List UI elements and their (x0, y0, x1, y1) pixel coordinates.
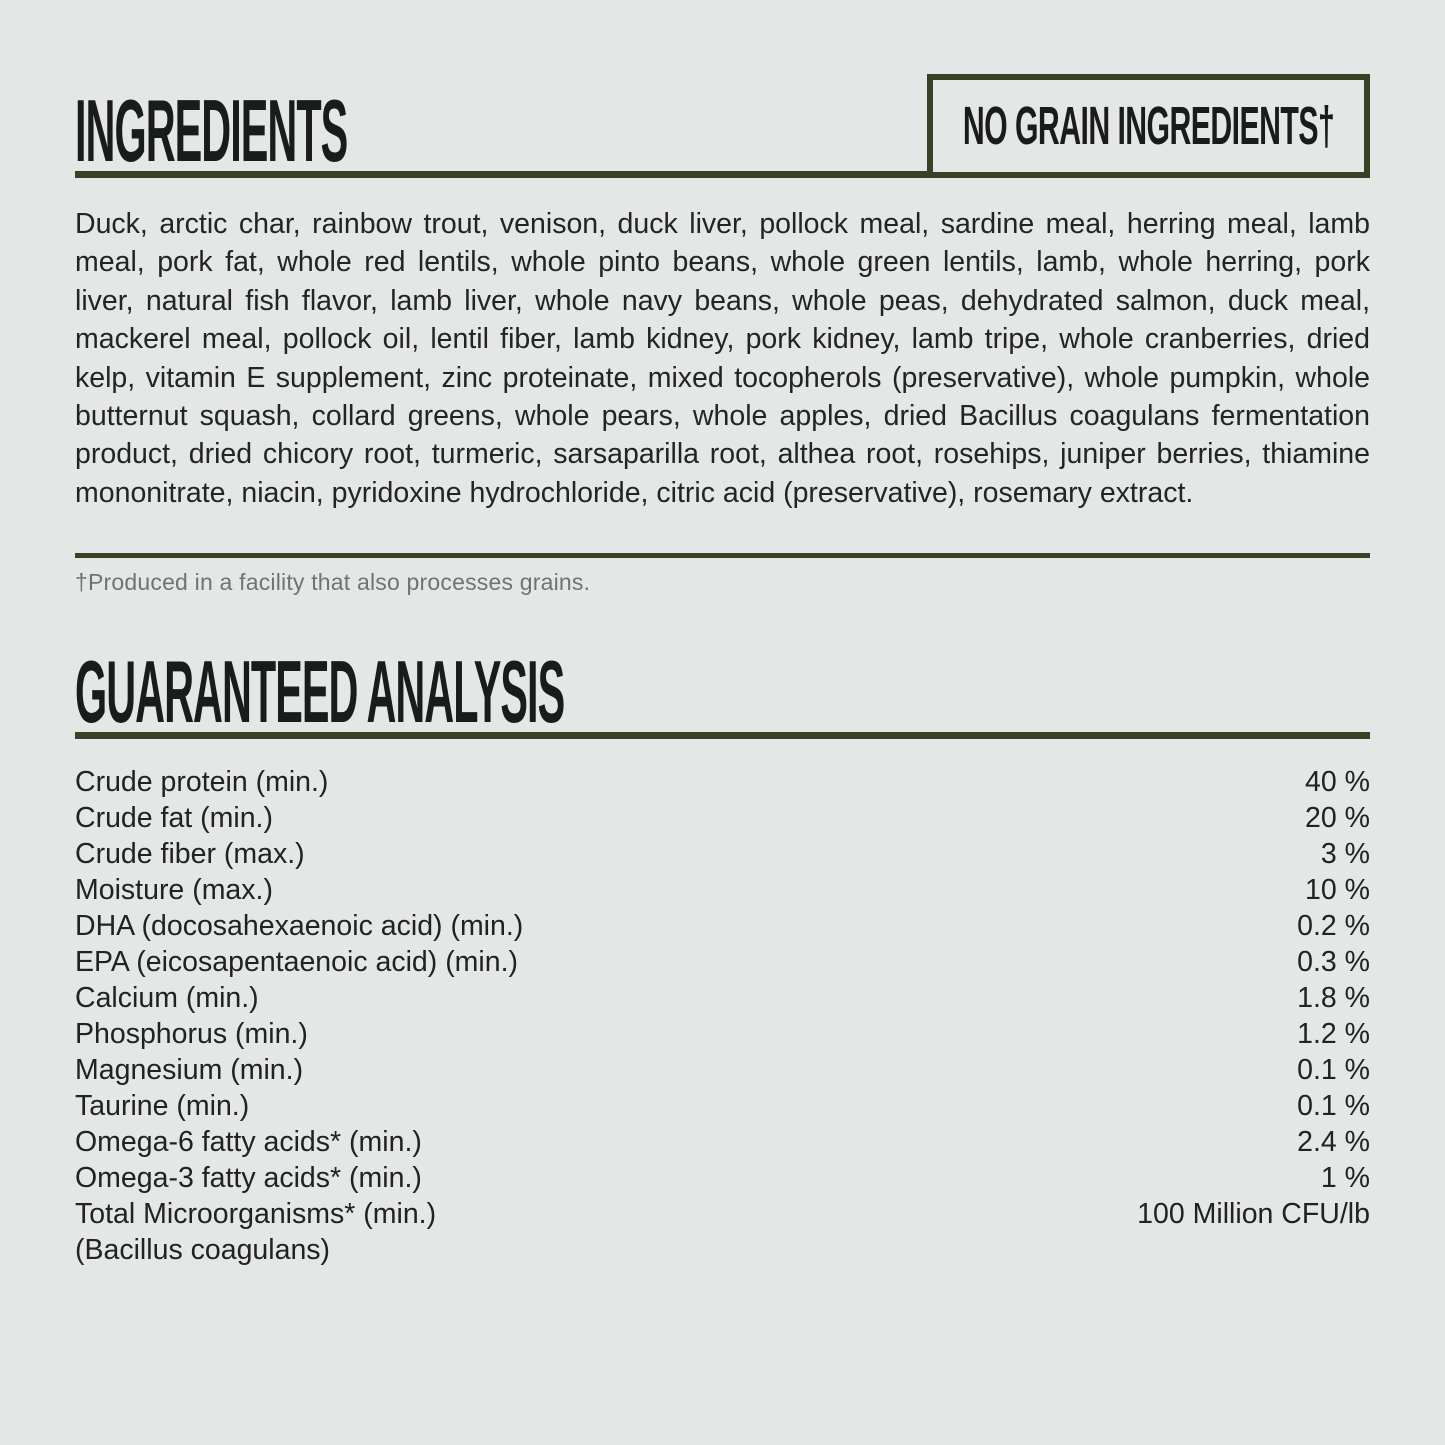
analysis-row: Total Microorganisms* (min.) 100 Million… (75, 1196, 1370, 1232)
analysis-row: Magnesium (min.) 0.1 % (75, 1052, 1370, 1088)
analysis-row: Calcium (min.) 1.8 % (75, 980, 1370, 1016)
analysis-row-value: 0.2 % (1297, 910, 1370, 943)
analysis-table: Crude protein (min.) 40 % Crude fat (min… (75, 764, 1370, 1268)
analysis-row-label: Crude fat (min.) (75, 802, 273, 835)
analysis-row-label: DHA (docosahexaenoic acid) (min.) (75, 910, 524, 943)
grain-facility-footnote: †Produced in a facility that also proces… (75, 569, 591, 596)
analysis-row-label: Phosphorus (min.) (75, 1018, 308, 1051)
analysis-row-value: 1.8 % (1297, 982, 1370, 1015)
analysis-row-label: Crude protein (min.) (75, 766, 329, 799)
ingredients-title: INGREDIENTS (75, 81, 348, 181)
no-grain-badge: NO GRAIN INGREDIENTS† (927, 74, 1370, 178)
analysis-title: GUARANTEED ANALYSIS (75, 642, 565, 742)
analysis-row-label: (Bacillus coagulans) (75, 1234, 331, 1267)
analysis-row-value: 1 % (1320, 1162, 1370, 1195)
analysis-row: Crude fat (min.) 20 % (75, 800, 1370, 836)
analysis-row-label: Moisture (max.) (75, 874, 273, 907)
analysis-row: Omega-6 fatty acids* (min.) 2.4 % (75, 1124, 1370, 1160)
analysis-rows: Crude protein (min.) 40 % Crude fat (min… (75, 764, 1370, 1268)
analysis-row: Phosphorus (min.) 1.2 % (75, 1016, 1370, 1052)
ingredients-header: INGREDIENTS NO GRAIN INGREDIENTS† (75, 74, 1370, 178)
ingredients-paragraph: Duck, arctic char, rainbow trout, veniso… (75, 205, 1370, 512)
ingredient-line: meal, pork fat, whole red lentils, whole… (75, 246, 1370, 279)
ingredient-line: butternut squash, collard greens, whole … (75, 400, 1370, 433)
analysis-row: Omega-3 fatty acids* (min.) 1 % (75, 1160, 1370, 1196)
analysis-header: GUARANTEED ANALYSIS (75, 640, 1370, 742)
analysis-row-value: 40 % (1305, 766, 1370, 799)
analysis-row-value: 1.2 % (1297, 1018, 1370, 1051)
analysis-row: EPA (eicosapentaenoic acid) (min.) 0.3 % (75, 944, 1370, 980)
analysis-row-value: 2.4 % (1297, 1126, 1370, 1159)
footnote-divider (75, 553, 1370, 559)
analysis-row-label: Omega-3 fatty acids* (min.) (75, 1162, 422, 1195)
analysis-row-label: Taurine (min.) (75, 1090, 250, 1123)
analysis-row: (Bacillus coagulans) (75, 1232, 1370, 1268)
ingredient-line: product, dried chicory root, turmeric, s… (75, 438, 1370, 471)
analysis-row-value: 0.1 % (1297, 1090, 1370, 1123)
analysis-row: Taurine (min.) 0.1 % (75, 1088, 1370, 1124)
analysis-row-value: 0.3 % (1297, 946, 1370, 979)
analysis-row: Moisture (max.) 10 % (75, 872, 1370, 908)
ingredient-lines: Duck, arctic char, rainbow trout, veniso… (75, 205, 1370, 512)
ingredient-line: mononitrate, niacin, pyridoxine hydrochl… (75, 476, 1194, 509)
ingredient-line: mackerel meal, pollock oil, lentil fiber… (75, 323, 1370, 356)
analysis-row-label: Omega-6 fatty acids* (min.) (75, 1126, 422, 1159)
analysis-row-value: 10 % (1305, 874, 1370, 907)
analysis-row-value: 0.1 % (1297, 1054, 1370, 1087)
analysis-row: DHA (docosahexaenoic acid) (min.) 0.2 % (75, 908, 1370, 944)
analysis-row-label: EPA (eicosapentaenoic acid) (min.) (75, 946, 519, 979)
analysis-row-label: Crude fiber (max.) (75, 838, 305, 871)
analysis-row: Crude protein (min.) 40 % (75, 764, 1370, 800)
ingredient-line: liver, natural fish flavor, lamb liver, … (75, 284, 1370, 317)
analysis-row: Crude fiber (max.) 3 % (75, 836, 1370, 872)
analysis-row-label: Calcium (min.) (75, 982, 259, 1015)
ingredient-line: Duck, arctic char, rainbow trout, veniso… (75, 208, 1370, 240)
analysis-row-value: 100 Million CFU/lb (1137, 1198, 1370, 1231)
analysis-row-label: Magnesium (min.) (75, 1054, 304, 1087)
ingredient-line: kelp, vitamin E supplement, zinc protein… (75, 361, 1370, 394)
no-grain-badge-label: NO GRAIN INGREDIENTS† (962, 96, 1335, 156)
analysis-row-label: Total Microorganisms* (min.) (75, 1198, 437, 1231)
analysis-row-value: 20 % (1305, 802, 1370, 835)
analysis-row-value: 3 % (1320, 838, 1370, 871)
